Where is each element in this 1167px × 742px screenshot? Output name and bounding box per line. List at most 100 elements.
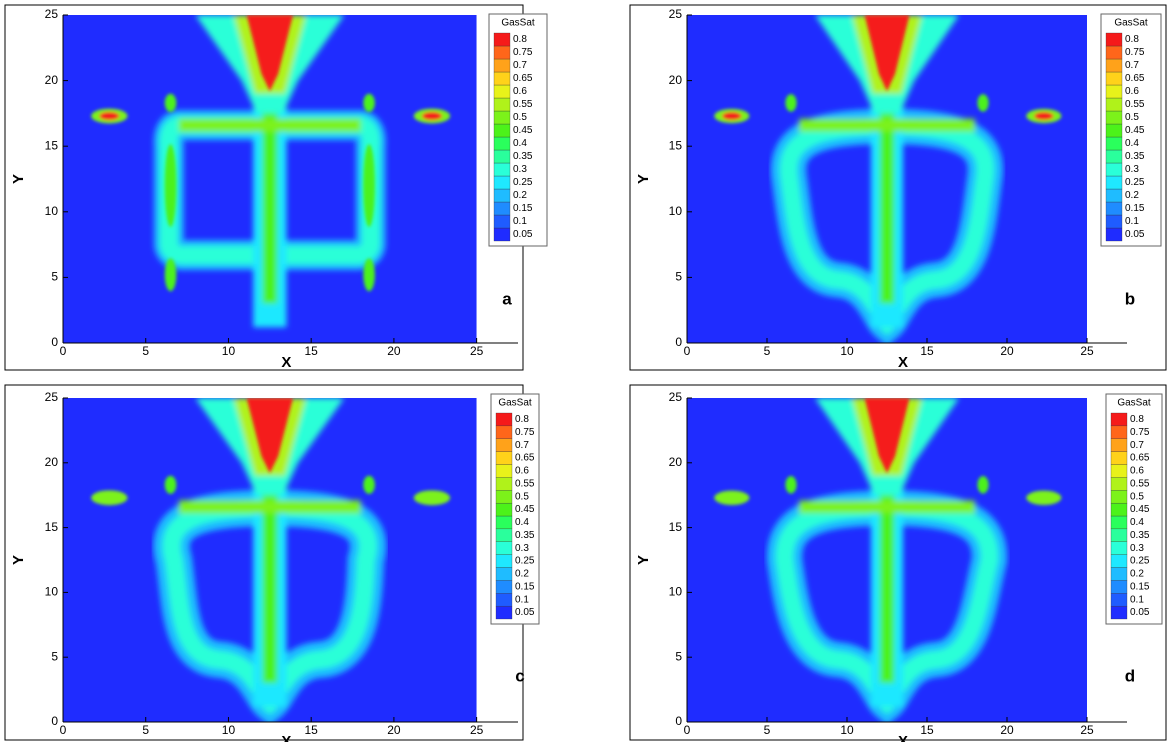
legend-swatch [495, 528, 513, 542]
y-axis-label: Y [635, 555, 652, 565]
panel-label: a [502, 289, 512, 308]
legend-swatch [1105, 110, 1123, 125]
legend-label: 0.65 [513, 73, 533, 84]
legend-swatch [495, 451, 513, 465]
contour-region [722, 112, 742, 121]
legend-swatch [1105, 123, 1123, 138]
y-tick-label: 10 [45, 585, 59, 599]
panel: 0 5 10 15 20 250510152025XYGasSat0.050.10.150… [629, 384, 1167, 742]
legend-label: 0.6 [515, 466, 529, 477]
x-tick-label: 15 [305, 344, 319, 358]
x-tick-label: 15 [920, 344, 934, 358]
x-tick-label: 25 [1080, 723, 1094, 737]
legend-label: 0.15 [515, 581, 535, 592]
legend-swatch [1105, 175, 1123, 190]
y-tick-label: 25 [45, 390, 59, 404]
x-tick-label: 15 [920, 723, 934, 737]
y-tick-label: 5 [51, 270, 58, 284]
x-tick-label: 15 [305, 723, 319, 737]
contour-layer [714, 15, 1062, 124]
legend-label: 0.4 [1125, 138, 1139, 149]
legend-label: 0.55 [515, 478, 535, 489]
contour-region [363, 93, 375, 113]
x-tick-label: 20 [387, 723, 401, 737]
contour-region [977, 476, 989, 494]
legend-label: 0.1 [1130, 594, 1144, 605]
legend-swatch [495, 464, 513, 478]
y-tick-label: 25 [669, 7, 683, 21]
y-axis-label: Y [10, 555, 27, 565]
legend-label: 0.8 [513, 34, 527, 45]
y-tick-label: 20 [669, 73, 683, 87]
y-tick-label: 15 [669, 138, 683, 152]
y-tick-label: 15 [669, 520, 683, 534]
contour-field [63, 15, 477, 343]
legend-label: 0.2 [1125, 190, 1139, 201]
legend-label: 0.2 [513, 190, 527, 201]
legend-swatch [495, 554, 513, 568]
legend-swatch [493, 149, 511, 164]
legend-swatch [1105, 162, 1123, 177]
legend-label: 0.55 [1125, 99, 1145, 110]
legend-swatch [495, 580, 513, 594]
x-tick-label: 20 [1000, 344, 1014, 358]
legend-swatch [1110, 477, 1128, 491]
contour-field [687, 398, 1087, 722]
legend-label: 0.5 [1125, 112, 1139, 123]
legend-swatch [493, 58, 511, 73]
legend-label: 0.35 [515, 530, 535, 541]
x-tick-label: 0 [684, 723, 691, 737]
legend-swatch [493, 45, 511, 60]
x-tick-label: 25 [470, 344, 484, 358]
x-tick-label: 25 [1080, 344, 1094, 358]
legend-title: GasSat [1114, 18, 1148, 29]
legend-label: 0.7 [515, 440, 529, 451]
legend-label: 0.7 [513, 60, 527, 71]
y-tick-label: 25 [669, 390, 683, 404]
contour-region [99, 111, 120, 121]
legend-label: 0.5 [515, 491, 529, 502]
x-tick-label: 20 [387, 344, 401, 358]
x-tick-label: 5 [764, 344, 771, 358]
y-tick-label: 20 [669, 455, 683, 469]
legend-swatch [1110, 580, 1128, 594]
legend-label: 0.7 [1130, 440, 1144, 451]
y-tick-label: 15 [45, 138, 59, 152]
legend-label: 0.6 [1125, 86, 1139, 97]
legend-swatch [1110, 567, 1128, 581]
contour-region [864, 398, 910, 474]
legend-swatch [1105, 58, 1123, 73]
x-tick-label: 5 [142, 344, 149, 358]
legend-swatch [495, 541, 513, 555]
x-tick-label: 20 [1000, 723, 1014, 737]
legend-swatch [1110, 593, 1128, 607]
legend-swatch [1105, 84, 1123, 99]
legend-label: 0.45 [1130, 504, 1150, 515]
legend-label: 0.55 [1130, 478, 1150, 489]
legend-swatch [493, 214, 511, 229]
legend-swatch [495, 593, 513, 607]
contour-region [363, 475, 375, 494]
legend-swatch [493, 136, 511, 151]
x-tick-label: 10 [840, 723, 854, 737]
contour-region [785, 94, 797, 112]
legend-title: GasSat [501, 18, 535, 29]
legend-swatch [1110, 438, 1128, 452]
legend-swatch [1110, 425, 1128, 439]
legend-label: 0.35 [1125, 151, 1145, 162]
legend-label: 0.2 [515, 569, 529, 580]
legend-label: 0.65 [515, 453, 535, 464]
legend-swatch [1105, 227, 1123, 242]
legend-swatch [495, 438, 513, 452]
legend-swatch [1105, 45, 1123, 60]
legend-label: 0.25 [1130, 556, 1150, 567]
y-tick-label: 0 [675, 714, 682, 728]
legend-swatch [495, 477, 513, 491]
legend-title: GasSat [1117, 398, 1151, 409]
y-tick-label: 0 [675, 335, 682, 349]
contour-region [164, 93, 177, 113]
legend-label: 0.75 [513, 47, 533, 58]
legend-swatch [493, 188, 511, 203]
x-tick-label: 0 [60, 723, 67, 737]
